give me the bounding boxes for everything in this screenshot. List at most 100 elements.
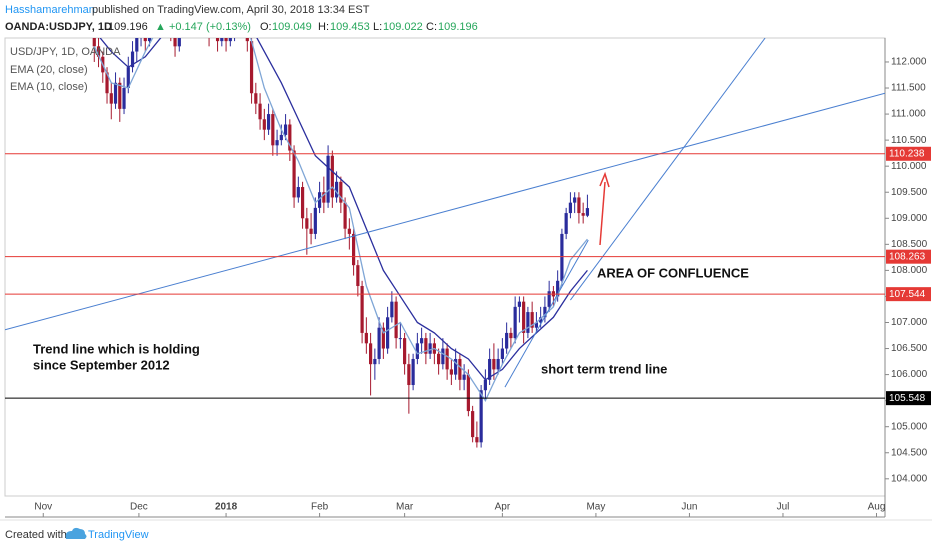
- candle-body: [309, 228, 313, 234]
- candle-body: [488, 358, 492, 380]
- candle-body: [479, 390, 483, 443]
- candle-body: [449, 369, 453, 375]
- candle-body: [564, 213, 568, 234]
- candle-body: [215, 38, 220, 42]
- candle-body: [322, 192, 326, 203]
- candle-body: [381, 327, 385, 349]
- change: ▲ +0.147 (+0.13%): [155, 21, 251, 33]
- candle-body: [317, 192, 322, 208]
- candle-body: [224, 38, 228, 42]
- candle-body: [475, 437, 479, 443]
- y-tick-label: 104.500: [891, 447, 928, 458]
- y-tick-label: 104.000: [891, 473, 928, 484]
- arrow-head: [599, 171, 610, 188]
- candle-body: [424, 338, 428, 354]
- candle-body: [305, 218, 309, 229]
- candle-body: [118, 82, 122, 109]
- y-tick-label: 108.500: [891, 239, 928, 250]
- legend-ema20: EMA (20, close): [10, 64, 88, 76]
- candle-body: [313, 207, 317, 234]
- candle-body: [288, 124, 292, 151]
- symbol: OANDA:USDJPY, 1D: [5, 21, 112, 33]
- candle-body: [143, 38, 147, 42]
- candle-body: [113, 82, 118, 104]
- o-label: O:: [260, 21, 272, 33]
- candle-body: [173, 38, 177, 47]
- x-tick-label: Apr: [495, 502, 511, 513]
- candle-body: [500, 348, 504, 359]
- x-tick-label: Dec: [130, 502, 148, 513]
- candle-body: [407, 364, 411, 386]
- candle-body: [126, 67, 130, 89]
- level-label-box: [886, 146, 931, 161]
- author[interactable]: Hasshamarehman: [5, 4, 95, 16]
- level-label: 107.544: [889, 289, 926, 300]
- y-tick-label: 107.000: [891, 317, 928, 328]
- x-tick-label: Jul: [777, 502, 790, 513]
- candle-body: [505, 332, 509, 349]
- candle-body: [377, 327, 381, 359]
- level-label: 108.263: [889, 251, 926, 262]
- footer-created: Created with: [5, 529, 67, 541]
- candle-body: [573, 197, 577, 203]
- candle-body: [96, 46, 101, 57]
- last-price: 109.196: [108, 21, 148, 33]
- candle-body: [339, 181, 343, 203]
- candle-body: [326, 155, 330, 203]
- published: published on TradingView.com, April 30, …: [92, 4, 370, 16]
- candle-body: [130, 51, 135, 68]
- l-label: L:: [373, 21, 382, 33]
- tv-logo: [65, 527, 87, 539]
- footer-brand[interactable]: TradingView: [88, 529, 149, 541]
- y-tick-label: 112.000: [891, 57, 927, 68]
- level-label: 110.238: [889, 148, 925, 159]
- annotation: short term trend line: [541, 361, 667, 376]
- candle-body: [585, 208, 590, 216]
- candle-body: [492, 358, 496, 370]
- candle-body: [394, 301, 398, 339]
- candle-body: [522, 301, 526, 333]
- annotation: AREA OF CONFLUENCE: [597, 265, 749, 280]
- candle-body: [454, 358, 458, 375]
- h-value: 109.453: [330, 21, 370, 33]
- candle-body: [403, 338, 407, 365]
- candle-body: [547, 291, 551, 307]
- candle-body: [262, 119, 266, 130]
- level-label: 105.548: [889, 393, 926, 404]
- legend-ema10: EMA (10, close): [10, 81, 88, 93]
- candle-body: [275, 140, 279, 146]
- level-label-box: [886, 287, 931, 302]
- candle-body: [296, 187, 300, 198]
- trend-line: [570, 38, 766, 301]
- c-label: C:: [426, 21, 437, 33]
- candle-body: [428, 343, 432, 354]
- candle-body: [556, 280, 560, 297]
- x-tick-label: 2018: [215, 502, 238, 513]
- y-tick-label: 106.000: [891, 369, 928, 380]
- candle-body: [147, 38, 152, 42]
- candle-body: [292, 150, 296, 198]
- candle-body: [109, 93, 113, 104]
- x-tick-label: Jun: [681, 502, 697, 513]
- y-tick-label: 105.000: [891, 421, 928, 432]
- candle-body: [471, 411, 475, 438]
- candle-body: [441, 348, 445, 365]
- level-label-box: [886, 391, 931, 406]
- candle-body: [390, 301, 394, 318]
- candle-body: [420, 338, 424, 344]
- candle-body: [539, 317, 543, 323]
- x-tick-label: Feb: [311, 502, 329, 513]
- candle-body: [509, 332, 513, 339]
- legend-main: USD/JPY, 1D, OANDA: [10, 46, 121, 58]
- x-tick-label: Mar: [396, 502, 414, 513]
- candle-body: [105, 72, 109, 94]
- candle-body: [466, 374, 470, 412]
- y-tick-label: 109.000: [891, 213, 928, 224]
- candle-body: [445, 348, 449, 370]
- candle-body: [271, 114, 275, 146]
- x-tick-label: Nov: [34, 502, 52, 513]
- candle-body: [534, 322, 539, 328]
- candle-body: [577, 197, 581, 214]
- candle-body: [220, 38, 224, 42]
